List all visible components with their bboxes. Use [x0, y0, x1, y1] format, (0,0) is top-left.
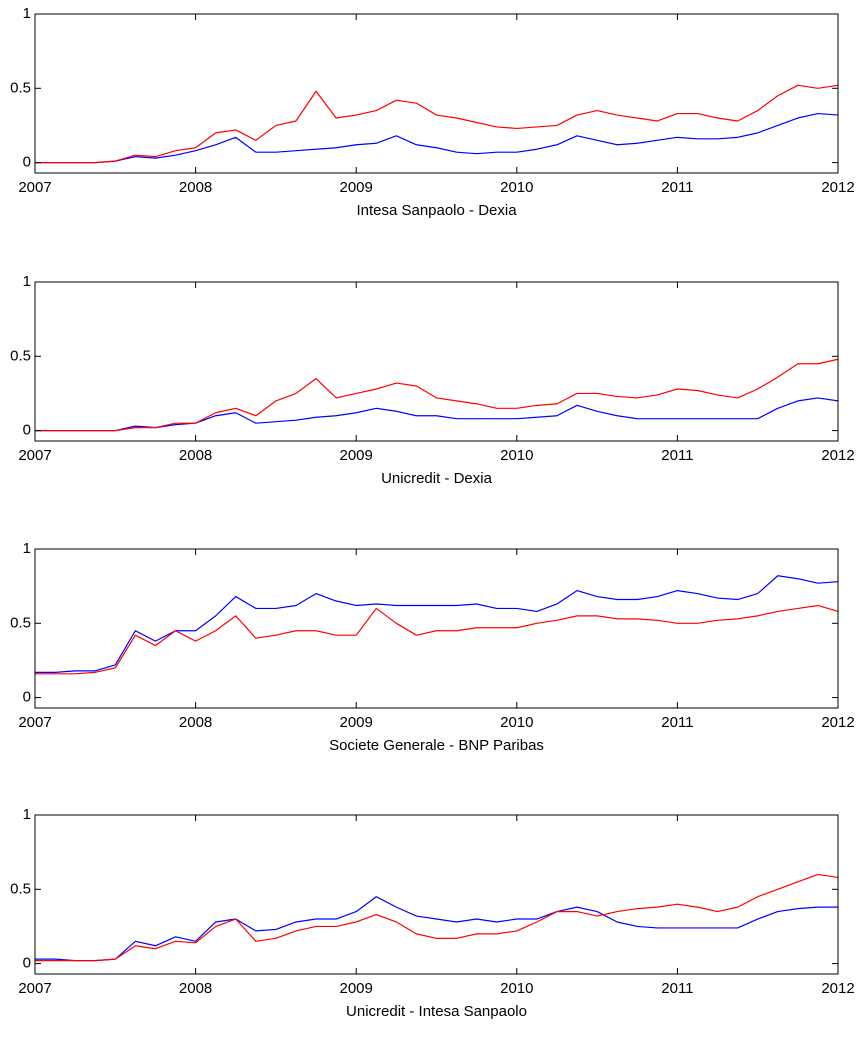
x-axis-label: Unicredit - Intesa Sanpaolo — [346, 1003, 527, 1020]
y-tick-label: 0 — [23, 422, 31, 439]
x-tick-label: 2011 — [661, 980, 693, 997]
axes-frame — [34, 814, 839, 975]
x-tick-label: 2009 — [340, 447, 373, 464]
x-tick-label: 2007 — [18, 714, 51, 731]
y-tick-label: 1 — [23, 273, 31, 290]
x-tick-label: 2008 — [179, 447, 212, 464]
y-tick-label: 0 — [23, 955, 31, 972]
y-tick-label: 0.5 — [10, 880, 31, 897]
axes-frame — [34, 13, 839, 174]
x-tick-label: 2007 — [18, 447, 51, 464]
plot-area — [35, 14, 838, 173]
y-tick-label: 0.5 — [10, 347, 31, 364]
x-tick-label: 2010 — [500, 447, 533, 464]
x-tick-label: 2011 — [661, 447, 693, 464]
axes-frame — [34, 281, 839, 442]
series-line — [35, 358, 839, 432]
y-tick-label: 0.5 — [10, 614, 31, 631]
x-tick-label: 2009 — [340, 980, 373, 997]
y-tick-label: 0 — [23, 689, 31, 706]
y-tick-label: 1 — [23, 806, 31, 823]
series-line — [35, 575, 839, 673]
x-tick-label: 2009 — [340, 179, 373, 196]
x-tick-label: 2010 — [500, 980, 533, 997]
x-tick-label: 2012 — [821, 980, 854, 997]
y-tick-label: 0 — [23, 154, 31, 171]
x-tick-label: 2007 — [18, 179, 51, 196]
series-line — [35, 604, 839, 675]
x-axis-label: Unicredit - Dexia — [381, 470, 493, 487]
x-tick-label: 2008 — [179, 179, 212, 196]
x-axis-label: Societe Generale - BNP Paribas — [329, 737, 544, 754]
y-tick-label: 1 — [23, 5, 31, 22]
x-tick-label: 2010 — [500, 714, 533, 731]
series-line — [35, 397, 839, 432]
axes-frame — [34, 548, 839, 709]
x-tick-label: 2009 — [340, 714, 373, 731]
plot-area — [35, 549, 838, 708]
x-tick-label: 2010 — [500, 179, 533, 196]
x-tick-label: 2008 — [179, 980, 212, 997]
x-tick-label: 2007 — [18, 980, 51, 997]
x-tick-label: 2011 — [661, 714, 693, 731]
x-axis-label: Intesa Sanpaolo - Dexia — [356, 202, 517, 219]
y-tick-label: 0.5 — [10, 79, 31, 96]
y-tick-label: 1 — [23, 540, 31, 557]
x-tick-label: 2011 — [661, 179, 693, 196]
series-line — [35, 896, 838, 962]
x-tick-label: 2012 — [821, 447, 854, 464]
series-line — [35, 84, 839, 164]
plot-area — [35, 815, 838, 974]
plot-area — [35, 282, 838, 441]
x-tick-label: 2012 — [821, 714, 854, 731]
series-line — [35, 112, 839, 164]
x-tick-label: 2012 — [821, 179, 854, 196]
series-line — [35, 873, 839, 962]
x-tick-label: 2008 — [179, 714, 212, 731]
